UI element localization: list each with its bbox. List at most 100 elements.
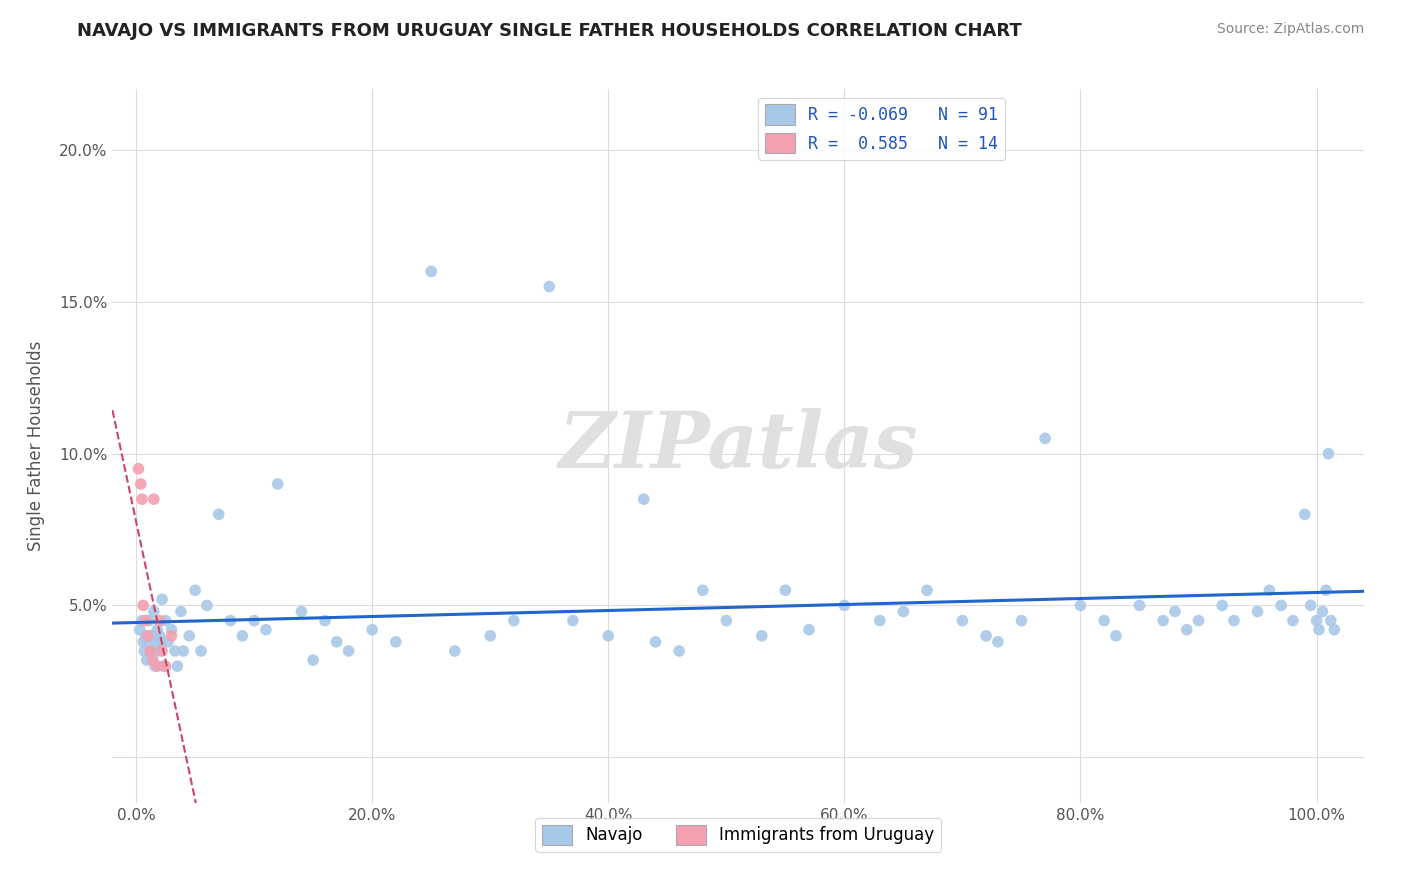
Point: [1092, 614, 1115, 628]
Point: [538, 279, 561, 293]
Point: [208, 508, 231, 522]
Point: [775, 583, 797, 598]
Text: NAVAJO VS IMMIGRANTS FROM URUGUAY SINGLE FATHER HOUSEHOLDS CORRELATION CHART: NAVAJO VS IMMIGRANTS FROM URUGUAY SINGLE…: [77, 22, 1022, 40]
Point: [132, 599, 155, 613]
Point: [1164, 605, 1187, 619]
Point: [155, 614, 177, 628]
Point: [131, 614, 153, 628]
Point: [142, 492, 165, 507]
Point: [1211, 599, 1233, 613]
Point: [149, 635, 172, 649]
Point: [1105, 629, 1128, 643]
Point: [952, 614, 974, 628]
Point: [314, 614, 336, 628]
Point: [1315, 583, 1337, 598]
Point: [290, 605, 312, 619]
Point: [136, 635, 159, 649]
Y-axis label: Single Father Households: Single Father Households: [27, 341, 45, 551]
Point: [231, 629, 253, 643]
Point: [797, 623, 820, 637]
Point: [479, 629, 502, 643]
Point: [135, 614, 157, 628]
Point: [915, 583, 938, 598]
Point: [1305, 614, 1327, 628]
Point: [893, 605, 915, 619]
Point: [195, 599, 218, 613]
Point: [1270, 599, 1292, 613]
Point: [127, 462, 149, 476]
Point: [145, 635, 167, 649]
Point: [1299, 599, 1322, 613]
Point: [138, 614, 160, 628]
Point: [142, 653, 165, 667]
Point: [385, 635, 408, 649]
Point: [1317, 447, 1340, 461]
Point: [166, 659, 188, 673]
Point: [598, 629, 620, 643]
Point: [1011, 614, 1033, 628]
Point: [326, 635, 349, 649]
Point: [337, 644, 360, 658]
Point: [148, 644, 170, 658]
Point: [1246, 605, 1268, 619]
Point: [561, 614, 583, 628]
Point: [644, 635, 666, 649]
Point: [170, 605, 193, 619]
Point: [1294, 508, 1316, 522]
Point: [869, 614, 891, 628]
Point: [219, 614, 242, 628]
Point: [1175, 623, 1198, 637]
Point: [716, 614, 738, 628]
Point: [146, 659, 169, 673]
Text: Source: ZipAtlas.com: Source: ZipAtlas.com: [1216, 22, 1364, 37]
Point: [1152, 614, 1174, 628]
Legend: Navajo, Immigrants from Uruguay: Navajo, Immigrants from Uruguay: [536, 818, 941, 852]
Point: [132, 635, 155, 649]
Point: [243, 614, 266, 628]
Point: [443, 644, 465, 658]
Point: [143, 659, 166, 673]
Point: [128, 623, 150, 637]
Point: [1258, 583, 1281, 598]
Point: [150, 644, 173, 658]
Point: [692, 583, 714, 598]
Point: [142, 653, 165, 667]
Point: [1323, 623, 1346, 637]
Point: [135, 653, 157, 667]
Point: [1312, 605, 1334, 619]
Point: [160, 629, 183, 643]
Point: [156, 635, 179, 649]
Point: [254, 623, 277, 637]
Point: [190, 644, 212, 658]
Point: [149, 629, 172, 643]
Point: [502, 614, 524, 628]
Point: [302, 653, 325, 667]
Point: [633, 492, 655, 507]
Point: [1187, 614, 1209, 628]
Point: [751, 629, 773, 643]
Point: [1319, 614, 1341, 628]
Point: [361, 623, 384, 637]
Point: [179, 629, 201, 643]
Point: [155, 659, 177, 673]
Point: [668, 644, 690, 658]
Point: [160, 623, 183, 637]
Point: [150, 592, 173, 607]
Point: [135, 629, 157, 643]
Point: [134, 644, 156, 658]
Point: [1069, 599, 1091, 613]
Point: [149, 614, 172, 628]
Point: [834, 599, 856, 613]
Point: [163, 644, 186, 658]
Point: [267, 477, 290, 491]
Point: [420, 264, 443, 278]
Point: [184, 583, 207, 598]
Point: [131, 492, 153, 507]
Point: [1128, 599, 1150, 613]
Point: [152, 659, 174, 673]
Point: [987, 635, 1010, 649]
Point: [1223, 614, 1246, 628]
Point: [136, 629, 159, 643]
Point: [974, 629, 997, 643]
Point: [172, 644, 194, 658]
